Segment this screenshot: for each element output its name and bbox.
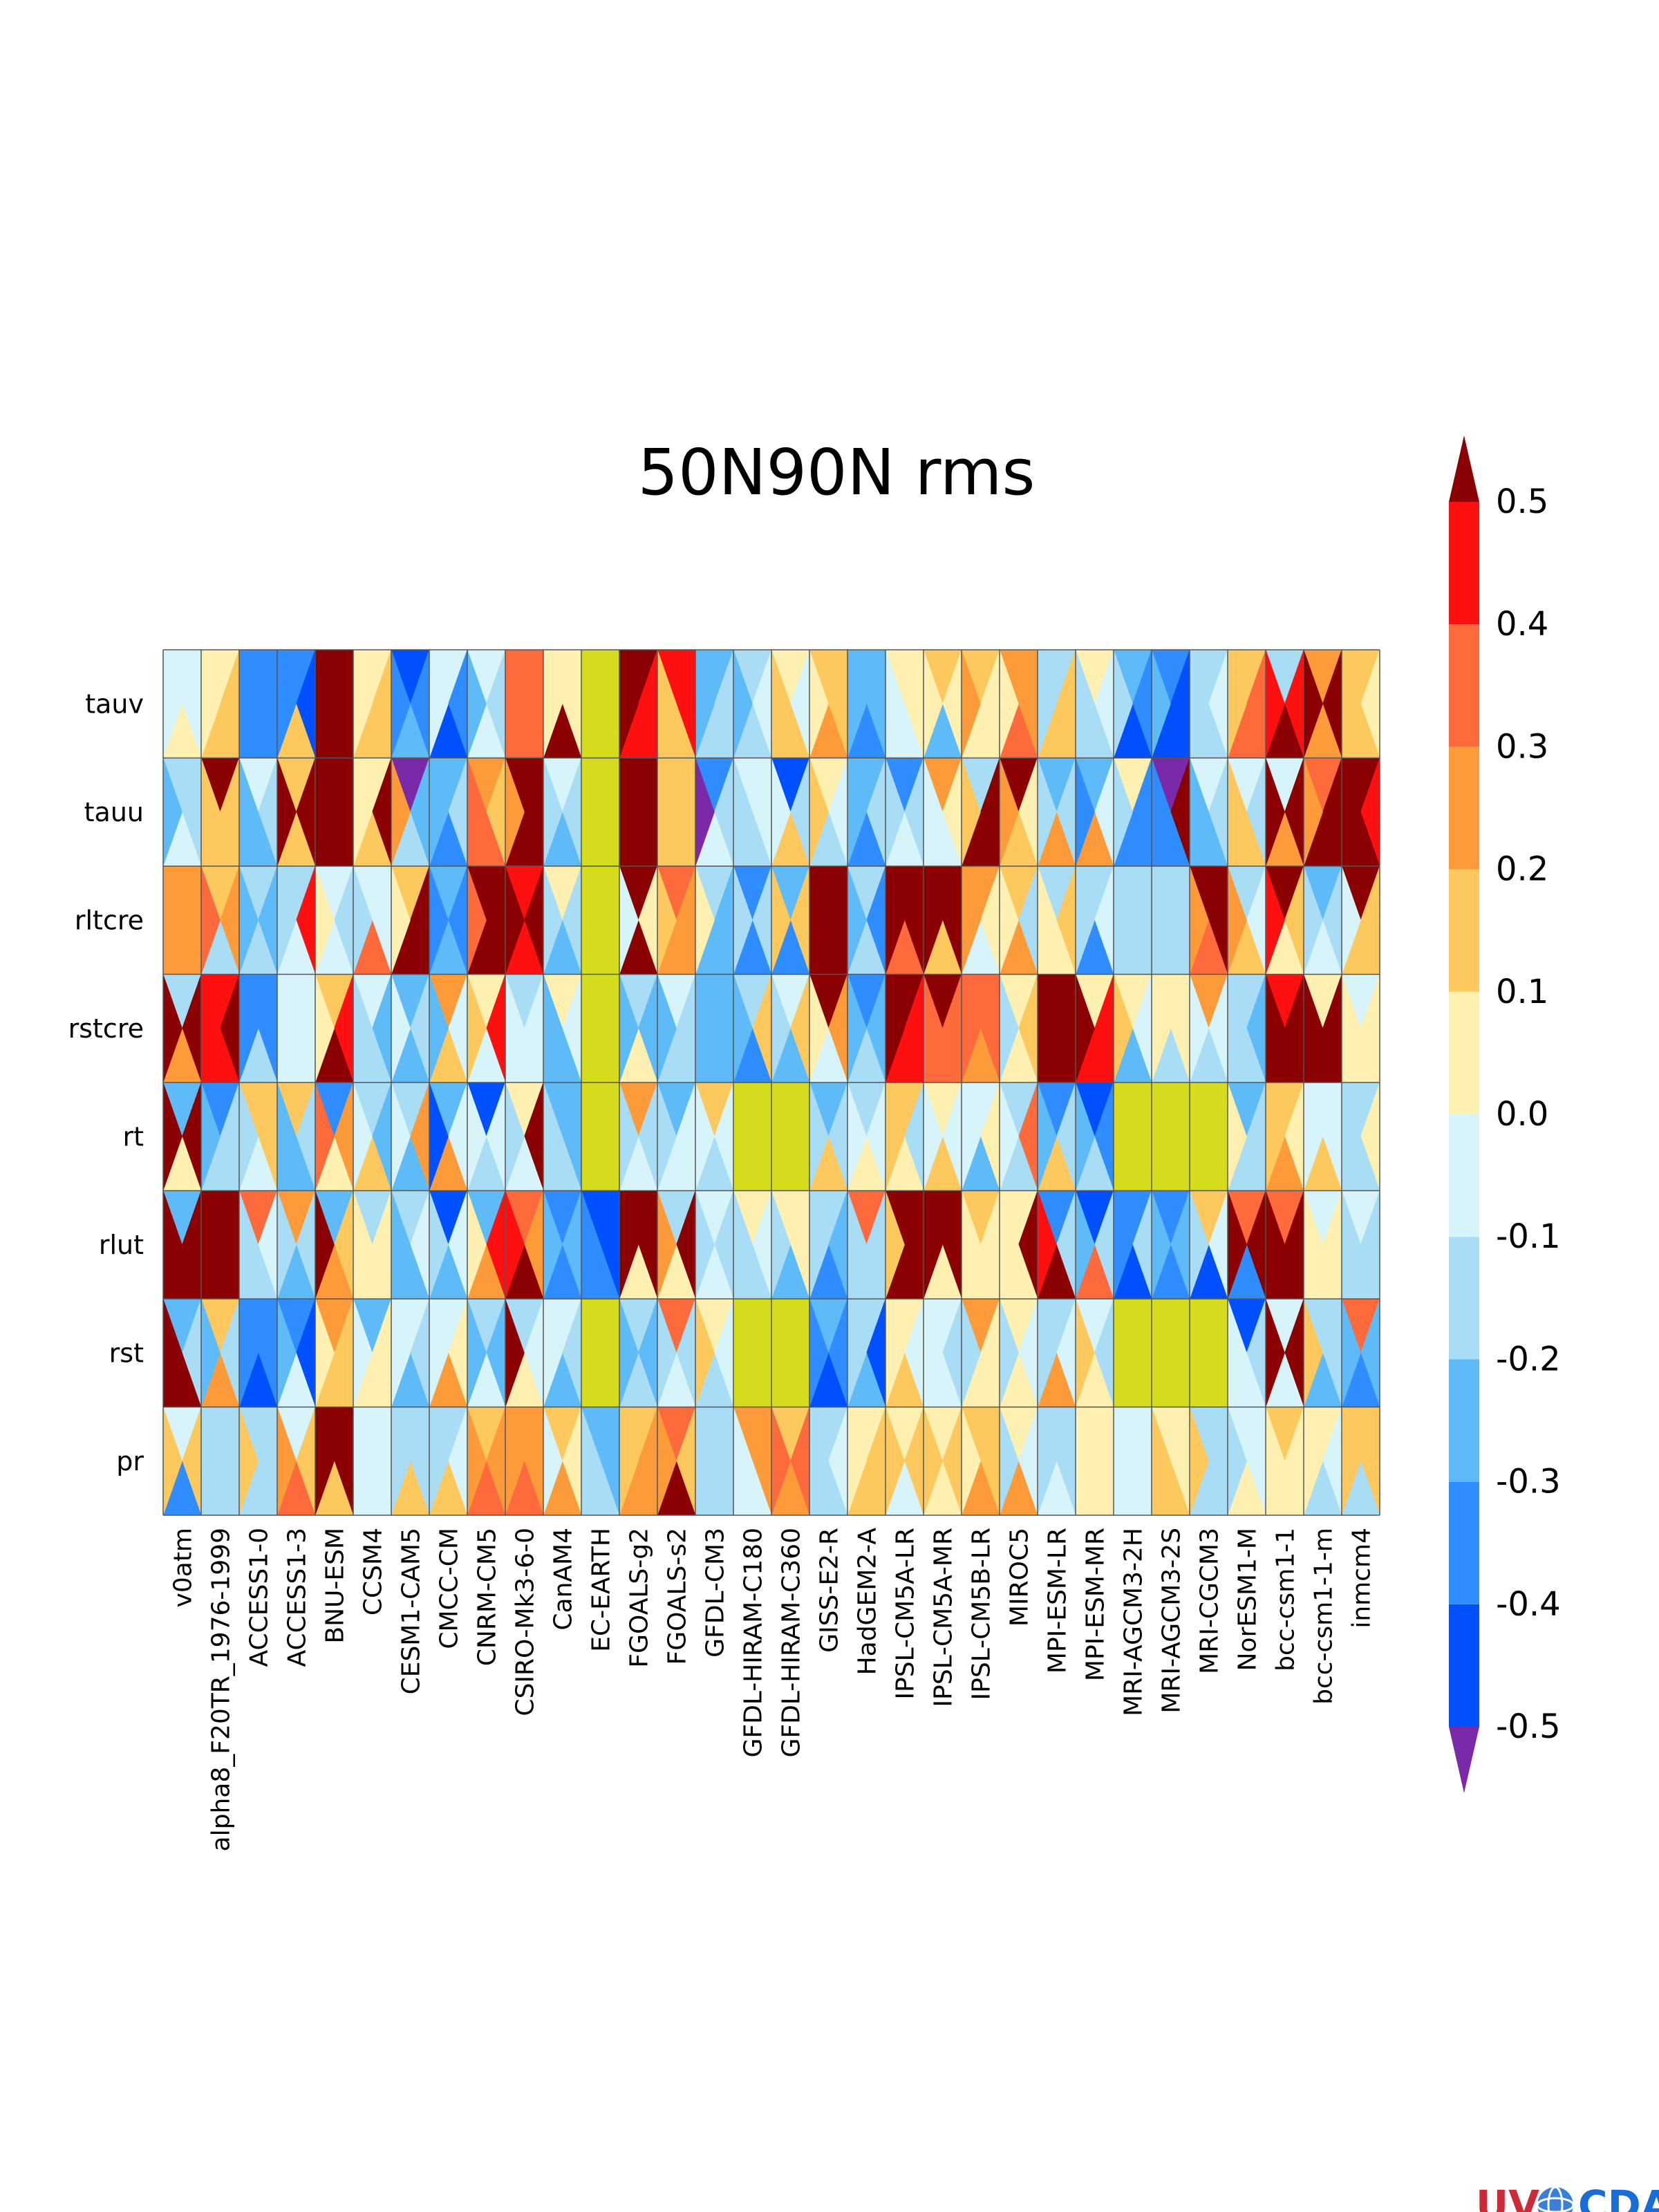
colorbar-bin-2: [1449, 1359, 1479, 1482]
x-tick-label-ACCESS1-0: ACCESS1-0: [245, 1528, 274, 1667]
y-tick-label-pr: pr: [116, 1446, 144, 1477]
colorbar-bin-3: [1449, 1237, 1479, 1360]
colorbar-tick-label: 0.3: [1496, 727, 1548, 766]
x-tick-label-BNU-ESM: BNU-ESM: [321, 1528, 350, 1644]
x-tick-label-GFDL-HIRAM-C180: GFDL-HIRAM-C180: [740, 1528, 768, 1758]
colorbar-bin-1: [1449, 1481, 1479, 1604]
y-tick-label-rst: rst: [109, 1338, 144, 1368]
x-tick-label-EC-EARTH: EC-EARTH: [588, 1528, 616, 1652]
x-tick-label-MPI-ESM-MR: MPI-ESM-MR: [1082, 1528, 1110, 1681]
x-tick-label-NorESM1-M: NorESM1-M: [1234, 1528, 1262, 1671]
chart-title: 50N90N rms: [638, 435, 1035, 509]
x-tick-label-MRI-CGCM3: MRI-CGCM3: [1196, 1528, 1224, 1674]
colorbar-bin-6: [1449, 869, 1479, 992]
y-tick-label-tauu: tauu: [84, 797, 144, 827]
colorbar-tick-label: 0.2: [1496, 850, 1548, 889]
y-tick-label-tauv: tauv: [85, 688, 144, 719]
colorbar: -0.5 -0.4 -0.3 -0.2 -0.1 0.0 0.1 0.2 0.3 0.4 0.5: [1449, 435, 1561, 1793]
heatmap-cells: [162, 649, 1380, 1516]
x-tick-label-inmcm4: inmcm4: [1348, 1528, 1376, 1629]
colorbar-bin-9: [1449, 502, 1479, 625]
x-tick-label-IPSL-CM5A-MR: IPSL-CM5A-MR: [930, 1528, 958, 1707]
x-tick-label-MPI-ESM-LR: MPI-ESM-LR: [1044, 1528, 1072, 1674]
x-tick-label-CESM1-CAM5: CESM1-CAM5: [397, 1528, 426, 1694]
colorbar-tick-label: -0.3: [1496, 1463, 1561, 1501]
colorbar-bin-7: [1449, 747, 1479, 870]
y-tick-label-rlut: rlut: [99, 1230, 144, 1260]
x-tick-label-GFDL-CM3: GFDL-CM3: [702, 1528, 730, 1658]
x-tick-label-GFDL-HIRAM-C360: GFDL-HIRAM-C360: [778, 1528, 806, 1758]
colorbar-tick-label: 0.5: [1496, 482, 1548, 521]
colorbar-tick-label: -0.2: [1496, 1340, 1561, 1378]
x-tick-label-CanAM4: CanAM4: [550, 1528, 578, 1631]
y-axis-labels: tauv tauu rltcre rstcre rt rlut rst pr: [68, 688, 144, 1477]
x-tick-label-GISS-E2-R: GISS-E2-R: [816, 1528, 844, 1653]
y-tick-label-rt: rt: [122, 1121, 144, 1152]
x-tick-label-CNRM-CM5: CNRM-CM5: [474, 1528, 502, 1666]
x-tick-label-MIROC5: MIROC5: [1006, 1528, 1034, 1627]
colorbar-bin-0: [1449, 1604, 1479, 1727]
uvcdat-logo: UV CDAT: [1476, 2182, 1659, 2212]
y-tick-label-rltcre: rltcre: [75, 905, 144, 935]
cell-grid: [162, 649, 1380, 1516]
x-tick-label-IPSL-CM5B-LR: IPSL-CM5B-LR: [968, 1528, 996, 1700]
logo-text-left: UV: [1476, 2182, 1539, 2212]
colorbar-bin-8: [1449, 624, 1479, 747]
x-tick-label-IPSL-CM5A-LR: IPSL-CM5A-LR: [892, 1528, 920, 1700]
x-tick-label-CMCC-CM: CMCC-CM: [435, 1528, 464, 1649]
globe-icon: [1536, 2186, 1575, 2212]
x-tick-label-alpha8_F20TR_1976-1999: alpha8_F20TR_1976-1999: [207, 1528, 236, 1851]
x-tick-label-bcc-csm1-1: bcc-csm1-1: [1272, 1528, 1300, 1671]
x-tick-label-CSIRO-Mk3-6-0: CSIRO-Mk3-6-0: [512, 1528, 540, 1716]
x-tick-label-HadGEM2-A: HadGEM2-A: [854, 1528, 882, 1676]
colorbar-tick-label: -0.5: [1496, 1707, 1561, 1746]
y-tick-label-rstcre: rstcre: [68, 1013, 144, 1044]
logo-text-right: CDAT: [1578, 2182, 1659, 2212]
x-tick-label-v0atm: v0atm: [169, 1528, 198, 1607]
colorbar-tick-label: 0.0: [1496, 1095, 1548, 1134]
colorbar-tick-label: -0.1: [1496, 1217, 1561, 1256]
colorbar-bin-4: [1449, 1114, 1479, 1237]
x-tick-label-FGOALS-g2: FGOALS-g2: [626, 1528, 654, 1668]
colorbar-tick-label: 0.1: [1496, 973, 1548, 1011]
x-axis-labels: v0atm alpha8_F20TR_1976-1999 ACCESS1-0 ACCE…: [169, 1528, 1376, 1852]
colorbar-tick-label: -0.4: [1496, 1585, 1561, 1624]
x-tick-label-ACCESS1-3: ACCESS1-3: [283, 1528, 312, 1667]
colorbar-tick-label: 0.4: [1496, 605, 1548, 644]
x-tick-label-MRI-AGCM3-2H: MRI-AGCM3-2H: [1120, 1528, 1148, 1716]
colorbar-bin-5: [1449, 991, 1479, 1114]
x-tick-label-CCSM4: CCSM4: [359, 1528, 388, 1615]
colorbar-over-arrow: [1449, 435, 1479, 502]
x-tick-label-MRI-AGCM3-2S: MRI-AGCM3-2S: [1158, 1528, 1186, 1714]
colorbar-under-arrow: [1449, 1727, 1479, 1793]
x-tick-label-bcc-csm1-1-m: bcc-csm1-1-m: [1310, 1528, 1338, 1705]
x-tick-label-FGOALS-s2: FGOALS-s2: [664, 1528, 692, 1665]
